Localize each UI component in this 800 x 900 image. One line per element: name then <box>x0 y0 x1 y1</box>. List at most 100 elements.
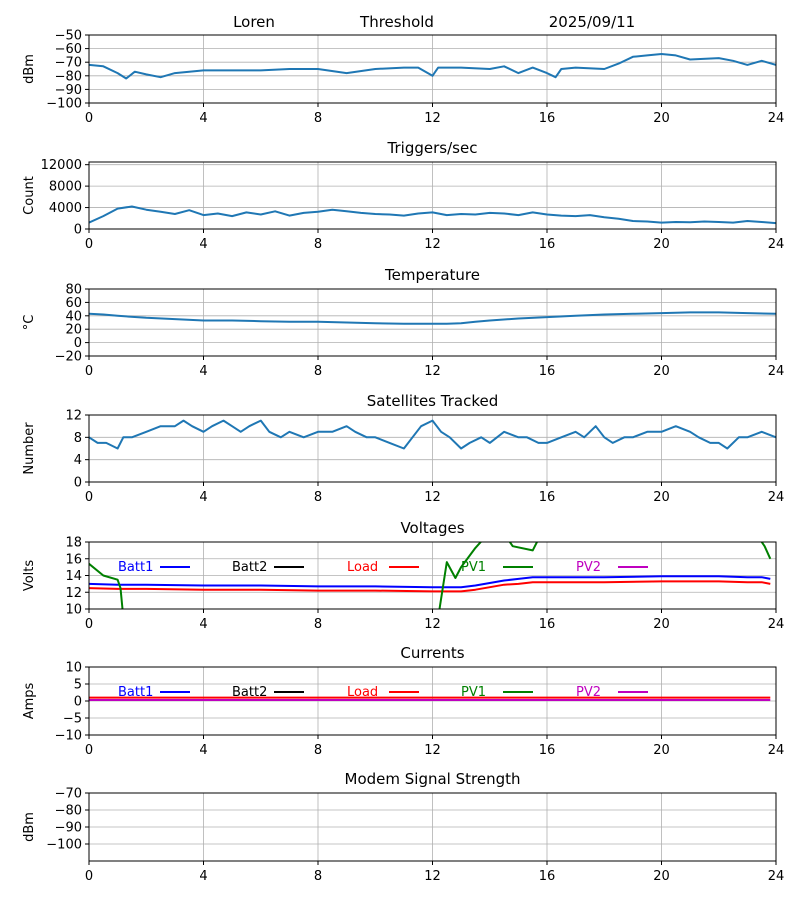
legend-label-pv1: PV1 <box>461 685 486 700</box>
x-tick-label: 20 <box>653 111 670 126</box>
x-tick-label: 16 <box>539 869 556 884</box>
y-tick-label: −5 <box>63 712 82 727</box>
y-axis-label: Amps <box>22 682 37 719</box>
series-line-pv1 <box>89 542 539 609</box>
y-tick-label: 0 <box>74 695 82 710</box>
x-tick-label: 4 <box>199 869 207 884</box>
y-tick-label: 14 <box>65 569 82 584</box>
x-tick-label: 20 <box>653 617 670 632</box>
panel-1: 0 4 8 12 16 20 24 −50−60−70−80−90−100 dBm <box>22 29 784 127</box>
header-label: Threshold <box>359 13 434 31</box>
y-tick-label: −70 <box>55 56 82 71</box>
series-group <box>89 205 776 225</box>
x-tick-label: 12 <box>424 490 441 505</box>
series-line-load <box>89 580 771 593</box>
x-tick-label: 24 <box>768 869 785 884</box>
x-tick-label: 20 <box>653 364 670 379</box>
y-tick-label: 12000 <box>41 158 82 173</box>
y-axis-label: Count <box>22 176 37 215</box>
y-tick-label: −20 <box>55 350 82 365</box>
x-tick-label: 16 <box>539 111 556 126</box>
x-tick-label: 16 <box>539 617 556 632</box>
x-tick-label: 8 <box>314 743 322 758</box>
y-tick-label: 4 <box>74 453 82 468</box>
y-tick-label: 16 <box>65 552 82 567</box>
x-tick-label: 0 <box>85 111 93 126</box>
y-tick-label: −70 <box>55 787 82 802</box>
x-tick-label: 8 <box>314 617 322 632</box>
y-tick-label: 80 <box>65 283 82 298</box>
legend-label-batt2: Batt2 <box>232 685 267 700</box>
y-tick-label: −100 <box>46 97 82 112</box>
y-tick-label: 10 <box>65 661 82 676</box>
x-tick-label: 0 <box>85 869 93 884</box>
y-tick-label: 60 <box>65 296 82 311</box>
y-tick-label: −100 <box>46 838 82 853</box>
x-tick-label: 8 <box>314 869 322 884</box>
y-tick-label: −90 <box>55 83 82 98</box>
x-tick-label: 24 <box>768 743 785 758</box>
y-tick-label: 18 <box>65 536 82 551</box>
x-tick-label: 12 <box>424 364 441 379</box>
panel-title: Currents <box>400 644 464 662</box>
legend-label-batt1: Batt1 <box>118 560 153 575</box>
x-tick-label: 16 <box>539 490 556 505</box>
x-tick-label: 24 <box>768 237 785 252</box>
x-tick-label: 20 <box>653 490 670 505</box>
series-group <box>89 696 771 701</box>
y-tick-label: 8000 <box>49 180 82 195</box>
legend-label-pv2: PV2 <box>576 560 601 575</box>
y-tick-label: 4000 <box>49 201 82 216</box>
series-line <box>89 205 776 225</box>
x-tick-label: 12 <box>424 111 441 126</box>
legend-label-batt1: Batt1 <box>118 685 153 700</box>
x-tick-label: 12 <box>424 237 441 252</box>
y-tick-label: −80 <box>55 804 82 819</box>
series-line <box>89 311 776 325</box>
panel-2: 0 4 8 12 16 20 24 0 4000 8000 12000 Triggers/sec Cou… <box>22 139 784 252</box>
y-tick-label: −10 <box>55 729 82 744</box>
x-tick-label: 4 <box>199 237 207 252</box>
legend-label-load: Load <box>347 560 378 575</box>
series-line <box>89 53 776 80</box>
series-group <box>89 542 772 609</box>
x-tick-label: 12 <box>424 617 441 632</box>
series-line-batt1 <box>89 575 771 589</box>
y-tick-label: 10 <box>65 603 82 618</box>
y-tick-label: −60 <box>55 42 82 57</box>
legend-label-pv2: PV2 <box>576 685 601 700</box>
y-tick-label: −80 <box>55 69 82 84</box>
y-tick-label: −50 <box>55 29 82 44</box>
y-tick-label: −90 <box>55 821 82 836</box>
legend-label-pv1: PV1 <box>461 560 486 575</box>
x-tick-label: 8 <box>314 490 322 505</box>
panel-title: Triggers/sec <box>387 139 478 157</box>
panel-6: 0 4 8 12 16 20 24 −10 −5 0 5 10 Currents Amps Batt1 Bat… <box>22 644 784 758</box>
x-tick-label: 4 <box>199 617 207 632</box>
y-axis-label: dBm <box>22 812 37 842</box>
x-tick-label: 20 <box>653 869 670 884</box>
x-tick-label: 4 <box>199 743 207 758</box>
legend-label-load: Load <box>347 685 378 700</box>
x-tick-label: 8 <box>314 237 322 252</box>
panel-7: 0 4 8 12 16 20 24 −70 −80 −90 −100 Modem Signal Str… <box>22 770 784 884</box>
y-tick-label: 8 <box>74 431 82 446</box>
y-tick-label: 12 <box>65 409 82 424</box>
y-tick-label: 12 <box>65 586 82 601</box>
x-tick-label: 0 <box>85 617 93 632</box>
x-tick-label: 8 <box>314 364 322 379</box>
y-tick-label: 0 <box>74 336 82 351</box>
y-axis-label: °C <box>22 315 37 331</box>
y-axis-label: dBm <box>22 54 37 84</box>
y-axis-label: Number <box>22 422 37 475</box>
panel-title: Temperature <box>384 266 480 284</box>
y-tick-label: 40 <box>65 309 82 324</box>
series-line-pv1 <box>760 542 772 560</box>
x-tick-label: 12 <box>424 869 441 884</box>
x-tick-label: 0 <box>85 364 93 379</box>
panel-title: Satellites Tracked <box>367 392 498 410</box>
x-tick-label: 16 <box>539 364 556 379</box>
